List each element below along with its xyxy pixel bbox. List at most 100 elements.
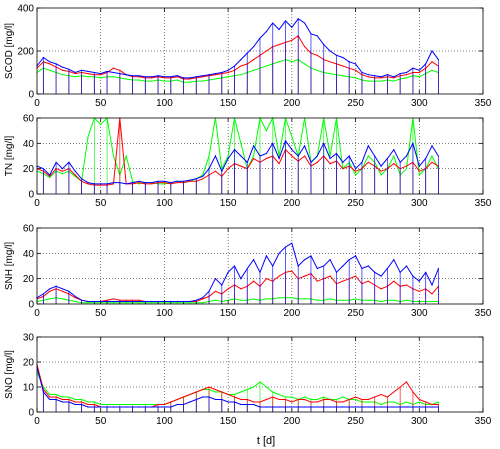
scod-green-point-36 (265, 65, 267, 67)
scod-blue-point-17 (144, 76, 146, 78)
sno-blue-spikes (42, 392, 439, 412)
scod-blue-point-25 (195, 76, 197, 78)
snh-red-point-4 (61, 290, 64, 292)
sno-blue-point-56 (393, 406, 395, 408)
scod-blue-point-21 (170, 76, 172, 78)
sno-red-point-52 (367, 398, 369, 401)
snh-red-point-16 (138, 299, 140, 301)
tn-blue-point-62 (431, 145, 433, 147)
scod-blue-point-14 (125, 74, 127, 76)
scod-red-point-52 (367, 76, 369, 78)
snh-blue-line (36, 242, 439, 302)
sno-blue-point-8 (87, 406, 89, 408)
sno-blue-point-19 (157, 406, 159, 408)
sno-blue-point-18 (151, 406, 153, 408)
sno-green-point-33 (246, 388, 248, 391)
sno-green-point-10 (100, 403, 102, 406)
tn-blue-point-18 (151, 182, 153, 184)
snh-blue-point-14 (125, 300, 127, 303)
sno-red-point-26 (202, 388, 204, 391)
snh-blue-point-7 (81, 299, 83, 301)
tn-red-point-52 (367, 161, 369, 163)
snh-blue-point-8 (87, 300, 89, 303)
sno-blue-point-14 (125, 406, 127, 408)
scod-red-point-6 (74, 72, 76, 75)
scod-red-point-42 (304, 46, 306, 48)
tn-blue-point-44 (316, 155, 318, 157)
snh-green-point-42 (304, 298, 306, 300)
tn-red-point-24 (189, 180, 191, 182)
sno-xtick-label-1: 50 (95, 416, 107, 427)
sno-blue-point-7 (81, 403, 83, 406)
snh-green-point-54 (380, 300, 382, 303)
scod-blue-point-48 (342, 56, 344, 59)
snh-green-point-18 (151, 302, 153, 304)
snh-green-point-56 (393, 299, 395, 301)
sno-green-point-38 (278, 393, 280, 396)
scod-green-point-50 (354, 77, 357, 79)
snh-blue-point-26 (202, 297, 204, 299)
sno-blue-point-3 (55, 398, 57, 401)
sno-blue-point-1 (42, 391, 44, 393)
tn-green-point-2 (49, 176, 51, 179)
tn-green-point-56 (393, 155, 395, 157)
snh-blue-point-39 (284, 246, 287, 248)
snh-blue-point-29 (221, 284, 223, 286)
scod-red-point-40 (291, 39, 293, 41)
scod-ytick-label-0: 0 (28, 90, 34, 101)
tn-blue-point-53 (374, 155, 376, 157)
tn-blue-point-42 (304, 145, 306, 147)
tn-red-point-18 (151, 183, 153, 185)
tn-green-line (36, 116, 439, 185)
tn-red-point-56 (393, 163, 395, 165)
scod-blue-point-33 (246, 52, 248, 54)
snh-blue-point-17 (144, 300, 146, 303)
scod-blue-point-31 (233, 65, 236, 67)
sno-green-point-35 (259, 381, 261, 383)
sno-red-point-8 (87, 403, 89, 406)
scod-blue-point-55 (386, 74, 389, 76)
sno-blue-point-55 (386, 406, 389, 408)
snh-green-line (36, 297, 439, 304)
scod-red-point-44 (316, 54, 318, 56)
scod-blue-point-19 (157, 75, 159, 77)
scod-blue-point-61 (425, 63, 427, 65)
sno-blue-point-28 (214, 398, 216, 401)
tn-blue-point-45 (323, 142, 325, 144)
scod-red-point-60 (418, 71, 420, 74)
tn-blue-point-10 (100, 183, 102, 185)
scod-blue-point-51 (361, 71, 363, 74)
scod-green-point-58 (405, 77, 408, 79)
tn-green-point-50 (354, 174, 357, 176)
scod-blue-point-11 (106, 70, 108, 73)
scod-red-point-32 (240, 65, 242, 67)
snh-blue-point-12 (112, 300, 115, 303)
tn-red-point-42 (304, 155, 306, 157)
tn-ytick-label-0: 0 (28, 190, 34, 201)
scod-blue-point-6 (74, 71, 76, 74)
scod-blue-point-23 (182, 77, 185, 79)
tn-blue-point-1 (42, 168, 44, 170)
scod-blue-point-2 (49, 61, 51, 63)
snh-blue-point-45 (323, 265, 325, 267)
sno-red-point-57 (399, 386, 401, 388)
scod-green-point-12 (112, 76, 115, 78)
tn-blue-point-49 (348, 155, 350, 157)
scod-red-point-16 (138, 76, 140, 78)
sno-red-point-37 (272, 396, 274, 398)
sno-red-point-47 (335, 401, 338, 403)
tn-green-point-60 (418, 174, 420, 176)
sno-green-point-43 (310, 398, 312, 401)
scod-green-point-14 (125, 78, 127, 80)
scod-xtick-label-0: 0 (34, 98, 40, 109)
snh-red-point-58 (405, 284, 408, 286)
scod-xtick-label-7: 350 (475, 98, 492, 109)
sno-green-point-7 (81, 398, 83, 401)
sno-red-point-7 (81, 401, 83, 403)
sno-green-point-52 (367, 401, 369, 403)
scod-blue-point-60 (418, 69, 420, 71)
tn-blue-point-59 (412, 142, 414, 144)
tn-blue-point-55 (386, 157, 389, 160)
scod-blue-point-32 (240, 59, 242, 61)
scod-blue-point-63 (437, 59, 439, 61)
